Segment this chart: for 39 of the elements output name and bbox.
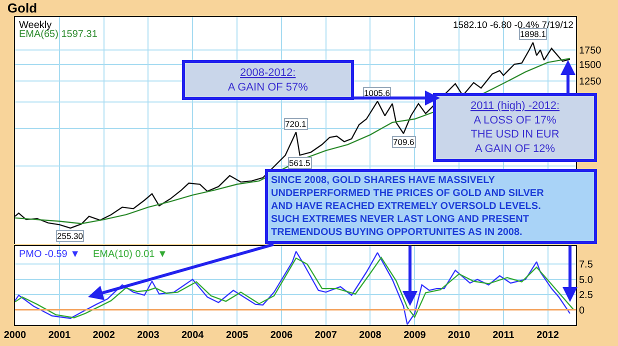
x-tick-label: 2000	[4, 330, 27, 341]
text-box: 2011 (high) -2012: A LOSS OF 17% THE USD IN EUR A GAIN OF 12%	[433, 93, 597, 162]
text-box: 2008-2012: A GAIN OF 57%	[182, 60, 354, 100]
annotation: 1582.10 -6.80 -0.4% 7/19/12	[453, 20, 574, 31]
annotation: 709.6	[393, 137, 415, 147]
x-tick-label: 2007	[314, 330, 338, 341]
x-tick-label: 2002	[92, 330, 116, 341]
x-tick-label: 2004	[181, 330, 204, 341]
annotation: SINCE 2008, GOLD SHARES HAVE MASSIVELY UNDERPERFORMED THE PRICES OF GOLD AND SILVER AND HAVE REACHED EXTREMELY OVERSOLD LEVELS. SUCH EXTREMES NEVER LAST LONG AND PRESENT TREMENDOUS BUYING OPPORTUNITES AS IN 2008.	[271, 175, 545, 238]
chart-title: Gold	[7, 0, 38, 16]
x-tick-label: 2012	[536, 330, 560, 341]
annotation: 2008-2012: A GAIN OF 57%	[228, 67, 308, 94]
chart-subtitle: Weekly	[19, 20, 52, 31]
x-tick-label: 2005	[226, 330, 249, 341]
y-tick-label: 2.5	[579, 290, 594, 302]
annotation: 255.30	[57, 231, 84, 241]
annotation: 2011 (high) -2012: A LOSS OF 17% THE USD IN EUR A GAIN OF 12%	[470, 100, 560, 155]
text: PMO -0.59 ▼	[19, 249, 80, 260]
y-tick-label: 0	[579, 305, 585, 316]
annotation: 561.5	[289, 158, 311, 168]
x-tick-label: 2010	[448, 330, 471, 341]
text-box: SINCE 2008, GOLD SHARES HAVE MASSIVELY UNDERPERFORMED THE PRICES OF GOLD AND SILVER AND HAVE REACHED EXTREMELY OVERSOLD LEVELS. SUCH EXTREMES NEVER LAST LONG AND PRESENT TREMENDOUS BUYING OPPORTUNITES AS IN 2008.	[265, 169, 597, 244]
y-tick-label: 1750	[579, 46, 602, 56]
y-tick-label: 1250	[579, 76, 602, 88]
x-tick-label: 2003	[137, 330, 160, 341]
x-tick-label: 2006	[270, 330, 294, 341]
annotation: 1005.6	[364, 88, 390, 98]
y-tick-label: 5.0	[579, 274, 594, 286]
x-tick-label: 2011	[492, 330, 515, 341]
annotation: 720.1	[285, 119, 307, 129]
y-tick-label: 1500	[579, 60, 602, 71]
text: EMA(65) 1597.31	[19, 29, 98, 40]
x-tick-label: 2001	[48, 330, 72, 341]
text: EMA(10) 0.01 ▼	[93, 249, 168, 260]
x-tick-label: 2009	[404, 330, 426, 341]
y-tick-label: 7.5	[579, 260, 594, 271]
x-tick-label: 2008	[359, 330, 382, 341]
line-series	[15, 250, 571, 325]
annotation: 1898.1	[520, 29, 546, 39]
